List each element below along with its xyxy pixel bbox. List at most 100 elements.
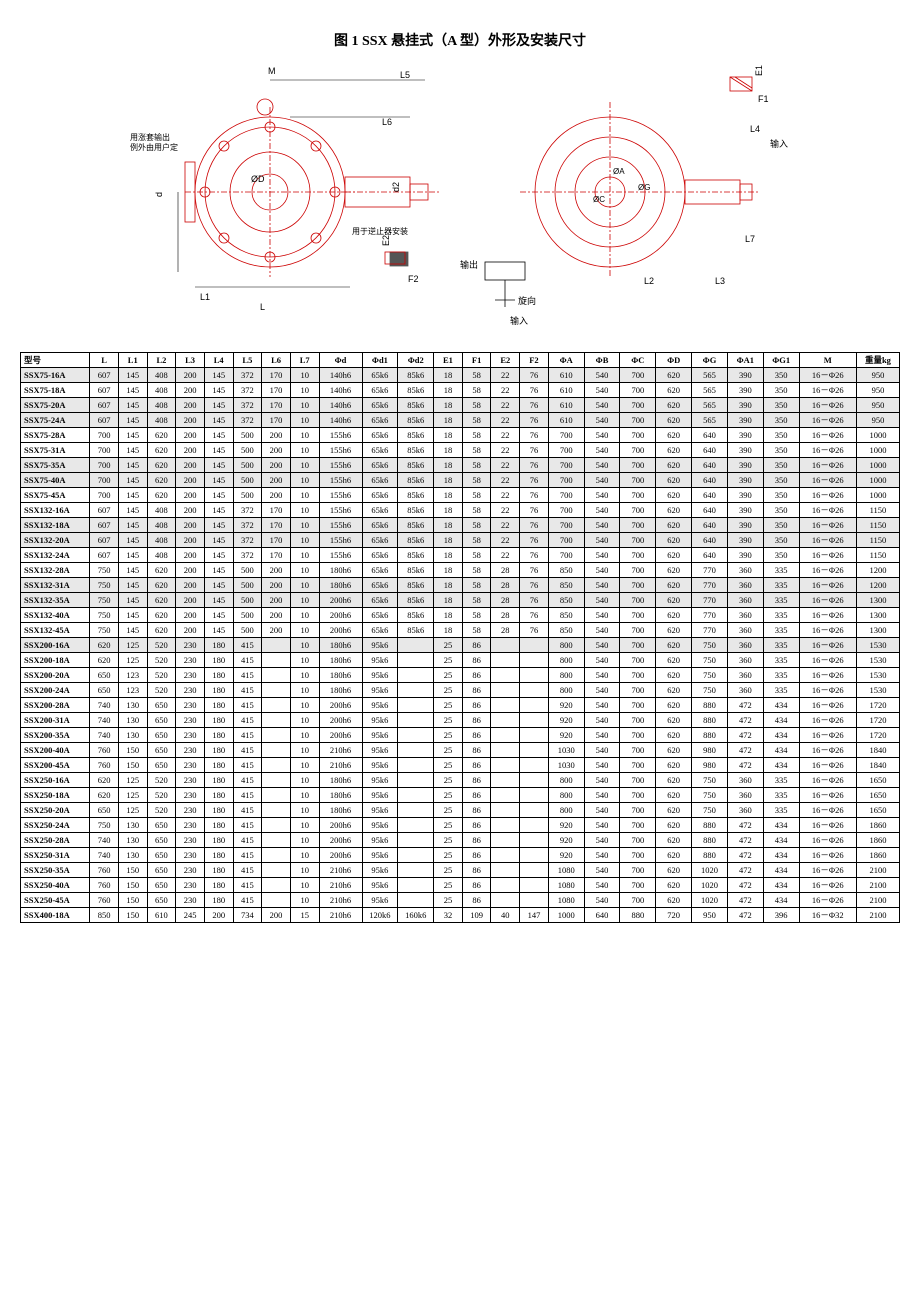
table-cell: 750 (692, 788, 728, 803)
table-row: SSX250-20A65012552023018041510180h695k62… (21, 803, 900, 818)
table-cell: 16－Φ26 (799, 743, 856, 758)
table-cell: 360 (727, 773, 763, 788)
table-cell: 607 (90, 368, 119, 383)
table-cell: 95k6 (362, 668, 398, 683)
table-cell: 650 (147, 878, 176, 893)
table-cell: 170 (262, 503, 291, 518)
table-cell: 1530 (856, 668, 899, 683)
table-cell: 2100 (856, 908, 899, 923)
table-cell: 200h6 (319, 728, 362, 743)
svg-text:L3: L3 (715, 276, 725, 286)
table-cell: 650 (147, 728, 176, 743)
table-cell: 540 (584, 893, 620, 908)
table-cell: 180 (204, 683, 233, 698)
table-cell: 640 (692, 488, 728, 503)
table-cell: 95k6 (362, 728, 398, 743)
table-cell (491, 743, 520, 758)
table-cell: 750 (90, 608, 119, 623)
table-cell: 95k6 (362, 743, 398, 758)
table-cell: 230 (176, 833, 205, 848)
table-cell: SSX200-16A (21, 638, 90, 653)
table-cell: 145 (118, 548, 147, 563)
table-cell: 980 (692, 758, 728, 773)
table-cell: 16－Φ26 (799, 878, 856, 893)
svg-text:输入: 输入 (770, 138, 788, 149)
table-cell: 415 (233, 803, 262, 818)
svg-text:L2: L2 (644, 276, 654, 286)
table-cell: 65k6 (362, 623, 398, 638)
table-cell: SSX200-18A (21, 653, 90, 668)
table-cell: 500 (233, 428, 262, 443)
table-cell: 540 (584, 458, 620, 473)
table-cell: 10 (290, 788, 319, 803)
table-cell: 700 (548, 458, 584, 473)
table-cell: 85k6 (398, 443, 434, 458)
table-cell (262, 758, 291, 773)
table-cell: 180 (204, 653, 233, 668)
table-cell: 155h6 (319, 473, 362, 488)
table-cell: 95k6 (362, 683, 398, 698)
table-cell (520, 758, 549, 773)
svg-text:L6: L6 (382, 117, 392, 127)
table-cell: 140h6 (319, 398, 362, 413)
table-cell: 210h6 (319, 878, 362, 893)
table-header-cell: 重量kg (856, 353, 899, 368)
table-cell: 850 (548, 608, 584, 623)
table-cell: 22 (491, 488, 520, 503)
table-cell: 610 (548, 383, 584, 398)
table-cell: 28 (491, 593, 520, 608)
table-cell: 58 (462, 608, 491, 623)
table-cell: 1720 (856, 698, 899, 713)
table-cell: 620 (656, 743, 692, 758)
table-cell (520, 848, 549, 863)
table-cell: 540 (584, 578, 620, 593)
table-cell: 95k6 (362, 698, 398, 713)
table-cell: 25 (434, 878, 463, 893)
table-cell: 620 (656, 578, 692, 593)
table-cell (262, 638, 291, 653)
table-cell: 350 (763, 368, 799, 383)
table-cell: 700 (620, 518, 656, 533)
table-cell: 390 (727, 503, 763, 518)
table-cell: 18 (434, 518, 463, 533)
table-cell: 155h6 (319, 443, 362, 458)
table-cell: 620 (656, 593, 692, 608)
table-cell: 145 (204, 503, 233, 518)
table-cell: 500 (233, 443, 262, 458)
table-cell: 620 (656, 608, 692, 623)
table-cell: 335 (763, 683, 799, 698)
table-cell: 520 (147, 683, 176, 698)
table-row: SSX250-40A76015065023018041510210h695k62… (21, 878, 900, 893)
table-row: SSX75-20A60714540820014537217010140h665k… (21, 398, 900, 413)
table-cell: 10 (290, 848, 319, 863)
table-cell: 85k6 (398, 533, 434, 548)
table-cell: 540 (584, 503, 620, 518)
table-cell: 1720 (856, 713, 899, 728)
table-cell: 200 (262, 473, 291, 488)
table-cell: 76 (520, 623, 549, 638)
svg-text:ØD: ØD (251, 174, 265, 184)
table-row: SSX200-20A65012352023018041510180h695k62… (21, 668, 900, 683)
table-cell: 40 (491, 908, 520, 923)
table-cell: 1720 (856, 728, 899, 743)
table-cell: 25 (434, 818, 463, 833)
table-cell: 540 (584, 593, 620, 608)
table-cell: 540 (584, 443, 620, 458)
table-cell: 565 (692, 368, 728, 383)
table-cell (491, 878, 520, 893)
table-cell: 150 (118, 863, 147, 878)
table-row: SSX132-31A75014562020014550020010180h665… (21, 578, 900, 593)
table-cell: 230 (176, 848, 205, 863)
table-row: SSX75-35A70014562020014550020010155h665k… (21, 458, 900, 473)
table-cell: 65k6 (362, 578, 398, 593)
table-cell: 86 (462, 788, 491, 803)
table-cell: 200h6 (319, 623, 362, 638)
table-cell: 734 (233, 908, 262, 923)
table-cell: 390 (727, 473, 763, 488)
table-cell: 607 (90, 383, 119, 398)
table-cell: 16－Φ26 (799, 398, 856, 413)
table-cell: 22 (491, 458, 520, 473)
table-cell: 434 (763, 698, 799, 713)
table-cell: 372 (233, 383, 262, 398)
table-cell: 22 (491, 518, 520, 533)
